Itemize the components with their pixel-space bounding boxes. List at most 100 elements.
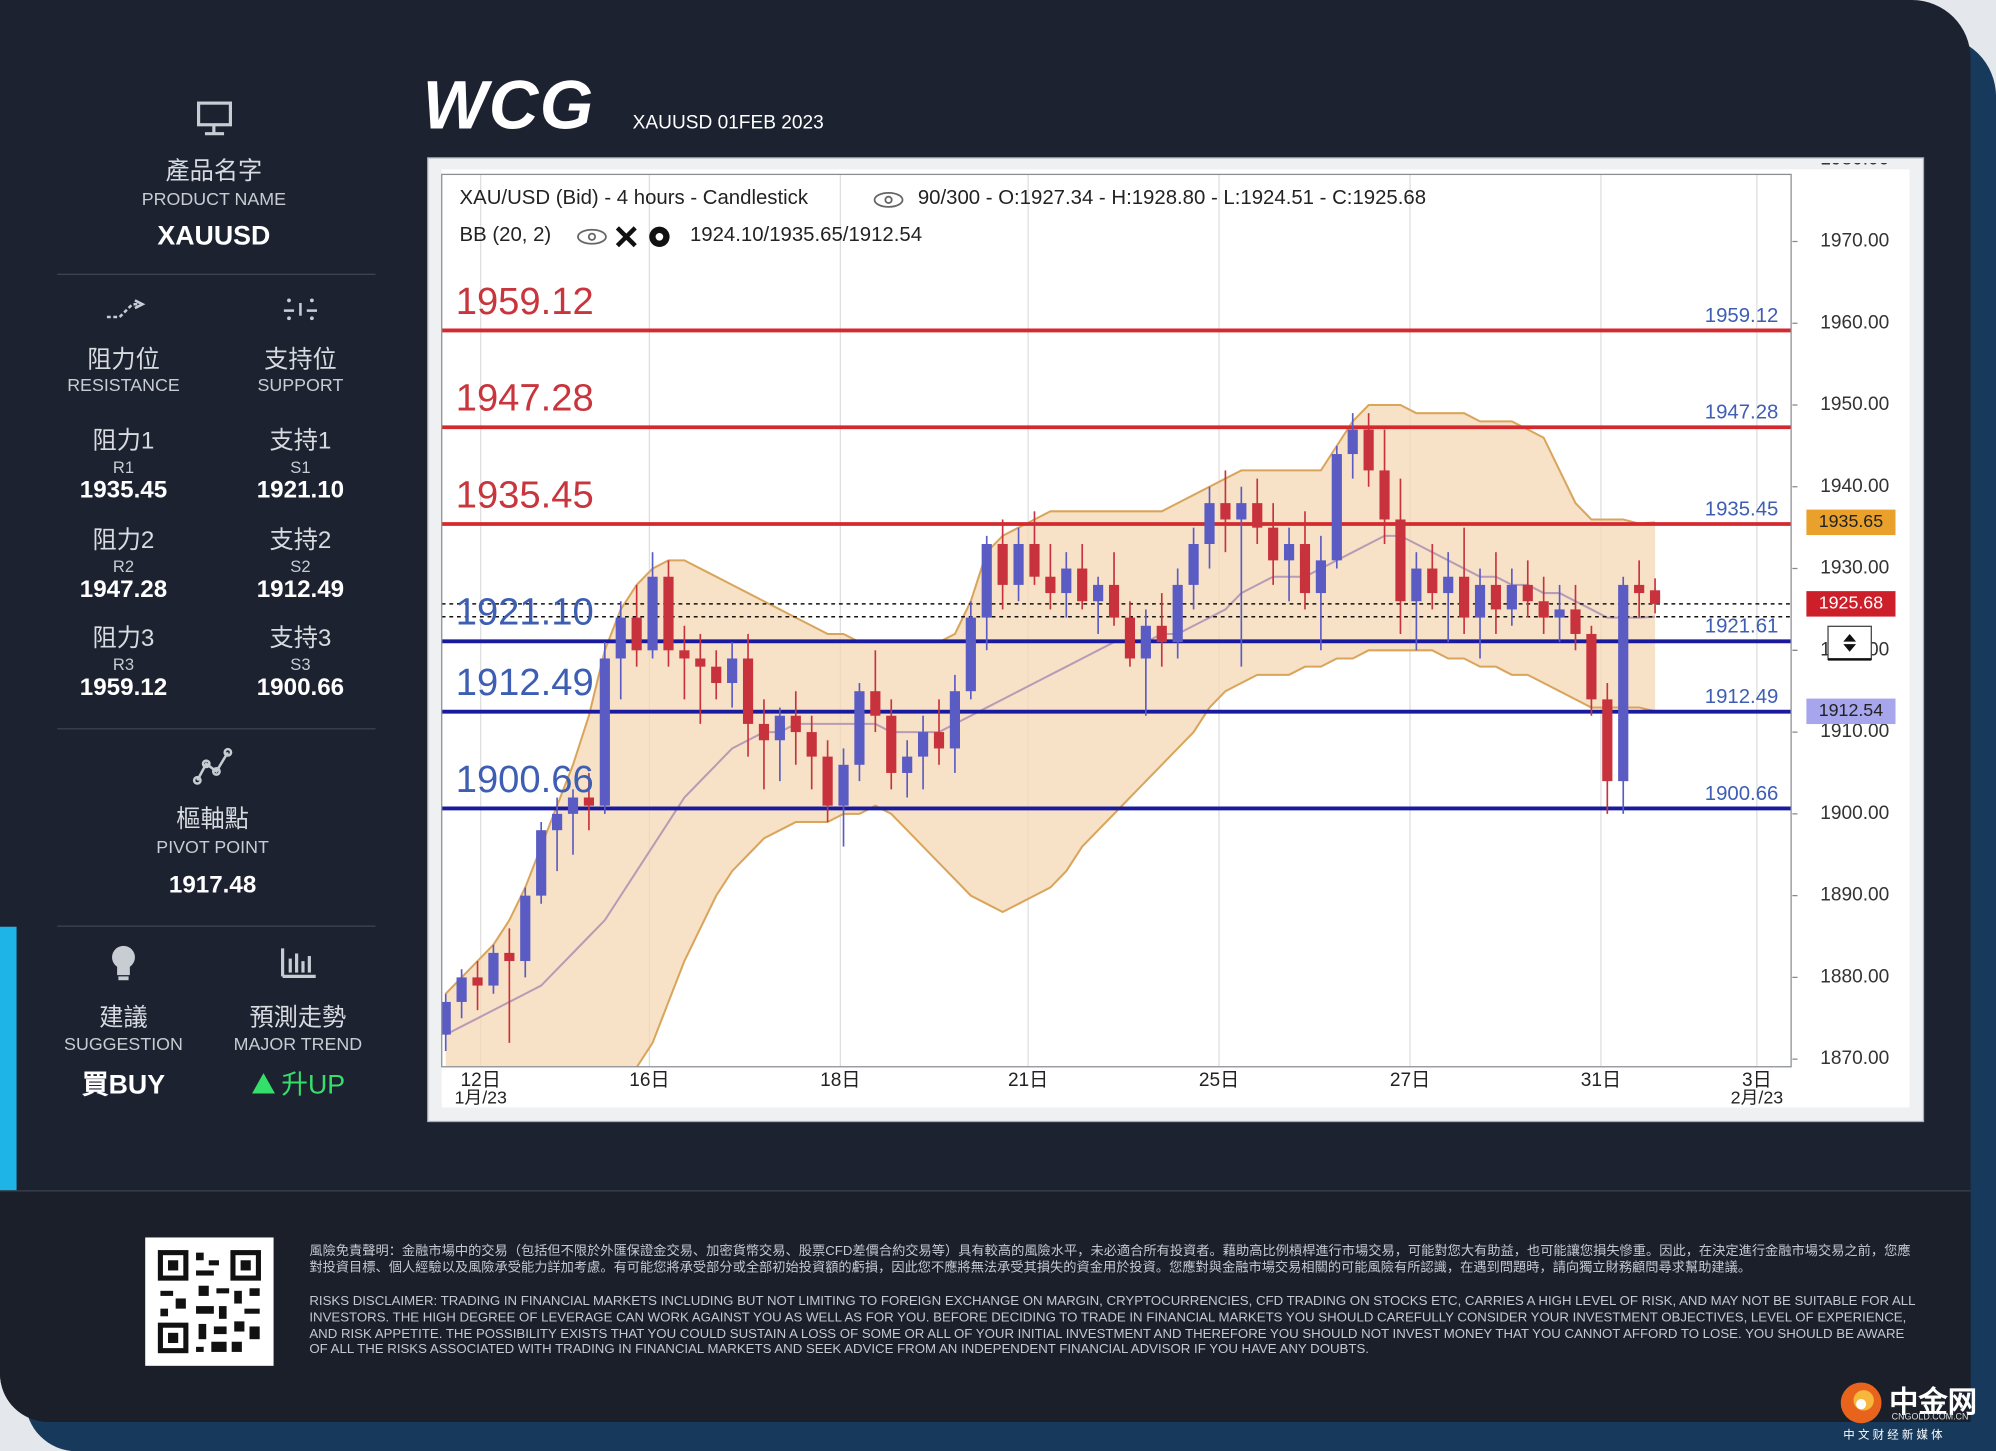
candle-body bbox=[1061, 568, 1072, 594]
candle-body bbox=[631, 617, 642, 651]
y-tick-label: 1970.00 bbox=[1820, 231, 1889, 252]
level-code: S3 bbox=[290, 654, 311, 675]
level-code: R3 bbox=[112, 654, 135, 675]
candle-body bbox=[520, 895, 531, 962]
price-tag-label: 1912.54 bbox=[1819, 700, 1883, 720]
level-value: 1921.10 bbox=[256, 477, 345, 505]
candle-body bbox=[679, 650, 690, 659]
candle-body bbox=[1045, 576, 1056, 594]
level-value: 1947.28 bbox=[79, 576, 168, 603]
level-value: 1959.12 bbox=[79, 674, 168, 702]
candle-body bbox=[1570, 609, 1581, 634]
candle-body bbox=[1331, 454, 1342, 561]
settings-icon[interactable] bbox=[649, 226, 670, 247]
candle-body bbox=[1443, 576, 1454, 594]
candle-body bbox=[1093, 584, 1104, 602]
pivot-value: 1917.48 bbox=[168, 872, 257, 899]
candle-body bbox=[1156, 625, 1167, 643]
y-tick-label: 1880.00 bbox=[1820, 966, 1889, 987]
candle-body bbox=[1490, 584, 1502, 610]
label: 建議 bbox=[99, 1005, 148, 1032]
candle-body bbox=[1283, 544, 1295, 561]
eye-icon bbox=[577, 191, 904, 245]
label: 支持位 bbox=[264, 346, 337, 374]
bulb-icon bbox=[112, 945, 135, 981]
label: PIVOT POINT bbox=[156, 836, 269, 857]
bollinger-upper bbox=[444, 403, 1656, 995]
candle-body bbox=[1602, 699, 1613, 782]
x-tick-label: 12日 bbox=[461, 1070, 501, 1091]
brand-name: 中金网 bbox=[1889, 1385, 1977, 1419]
x-sublabel: 1月/23 bbox=[454, 1087, 507, 1107]
divider bbox=[57, 728, 376, 730]
candle-body bbox=[711, 666, 722, 684]
report-date: XAUUSD 01FEB 2023 bbox=[632, 112, 824, 134]
candle-body bbox=[615, 617, 626, 659]
candle-body bbox=[774, 715, 785, 741]
price-tag-label: 1925.68 bbox=[1819, 593, 1883, 613]
y-tick-label: 1940.00 bbox=[1820, 476, 1889, 497]
candle-body bbox=[902, 756, 913, 773]
x-tick-label: 3日 bbox=[1742, 1070, 1772, 1091]
candle-body bbox=[599, 658, 610, 806]
level-code: S1 bbox=[290, 457, 311, 477]
x-tick-label: 25日 bbox=[1199, 1070, 1239, 1091]
candle-body bbox=[583, 797, 595, 806]
brand-icon bbox=[1840, 1382, 1882, 1424]
candle-body bbox=[1077, 568, 1088, 602]
suggestion-value: 買BUY bbox=[81, 1070, 166, 1100]
candle-body bbox=[1029, 544, 1040, 577]
plot bbox=[441, 328, 1792, 1067]
divider bbox=[57, 925, 376, 927]
label: RESISTANCE bbox=[67, 374, 180, 395]
y-tick-label: 1890.00 bbox=[1820, 885, 1889, 906]
candle-body bbox=[1586, 633, 1597, 700]
candle-body bbox=[949, 691, 961, 749]
candle-body bbox=[1427, 568, 1438, 594]
level-label: 1900.66 bbox=[456, 758, 594, 801]
candle-body bbox=[742, 658, 754, 724]
label: SUGGESTION bbox=[64, 1033, 183, 1055]
candle-body bbox=[1459, 576, 1470, 618]
footer-divider bbox=[0, 1190, 1971, 1192]
candle-body bbox=[838, 764, 849, 806]
chart-stats: 90/300 - O:1927.34 - H:1928.80 - L:1924.… bbox=[918, 187, 1426, 209]
candle-body bbox=[822, 756, 833, 806]
disclaimer-zh: 風險免責聲明：金融市場中的交易（包括但不限於外匯保證金交易、加密貨幣交易、股票C… bbox=[309, 1244, 1911, 1276]
level-right-label: 1959.12 bbox=[1705, 305, 1779, 327]
level-label: 支持1 bbox=[269, 428, 332, 456]
y-tick-label: 1960.00 bbox=[1820, 312, 1889, 333]
x-sublabel: 2月/23 bbox=[1731, 1087, 1784, 1107]
up-arrow bbox=[252, 1073, 275, 1094]
y-tick-label: 1900.00 bbox=[1820, 803, 1889, 824]
candle-body bbox=[1220, 503, 1231, 520]
candle-body bbox=[1124, 617, 1136, 659]
level-label: 1912.49 bbox=[456, 661, 594, 704]
axis-handle[interactable] bbox=[1827, 625, 1872, 661]
level-label: 1935.45 bbox=[456, 473, 594, 516]
bollinger-middle bbox=[445, 534, 1656, 1036]
level-label: 1959.12 bbox=[456, 280, 594, 323]
candle-body bbox=[790, 715, 801, 733]
remove-icon[interactable] bbox=[615, 226, 637, 248]
candle-body bbox=[806, 732, 817, 757]
logo: WCG bbox=[422, 67, 595, 144]
candle-body bbox=[917, 732, 929, 757]
candle-body bbox=[727, 658, 738, 684]
level-right-label: 1921.61 bbox=[1705, 616, 1779, 638]
label: MAJOR TREND bbox=[233, 1033, 363, 1055]
candle-body bbox=[886, 715, 897, 773]
sidebar-icons bbox=[106, 101, 317, 1094]
candle-body bbox=[488, 952, 499, 986]
price-tag bbox=[1806, 698, 1896, 725]
candle-body bbox=[1363, 429, 1374, 471]
divider bbox=[57, 273, 376, 275]
y-tick-label: 1980.00 bbox=[1820, 149, 1889, 170]
x-tick-label: 31日 bbox=[1581, 1070, 1621, 1091]
resistance-icon bbox=[106, 299, 146, 319]
pivot-icon bbox=[192, 747, 233, 785]
x-tick-label: 16日 bbox=[629, 1070, 669, 1091]
level-value: 1912.49 bbox=[256, 576, 345, 603]
candle-body bbox=[1252, 503, 1263, 528]
